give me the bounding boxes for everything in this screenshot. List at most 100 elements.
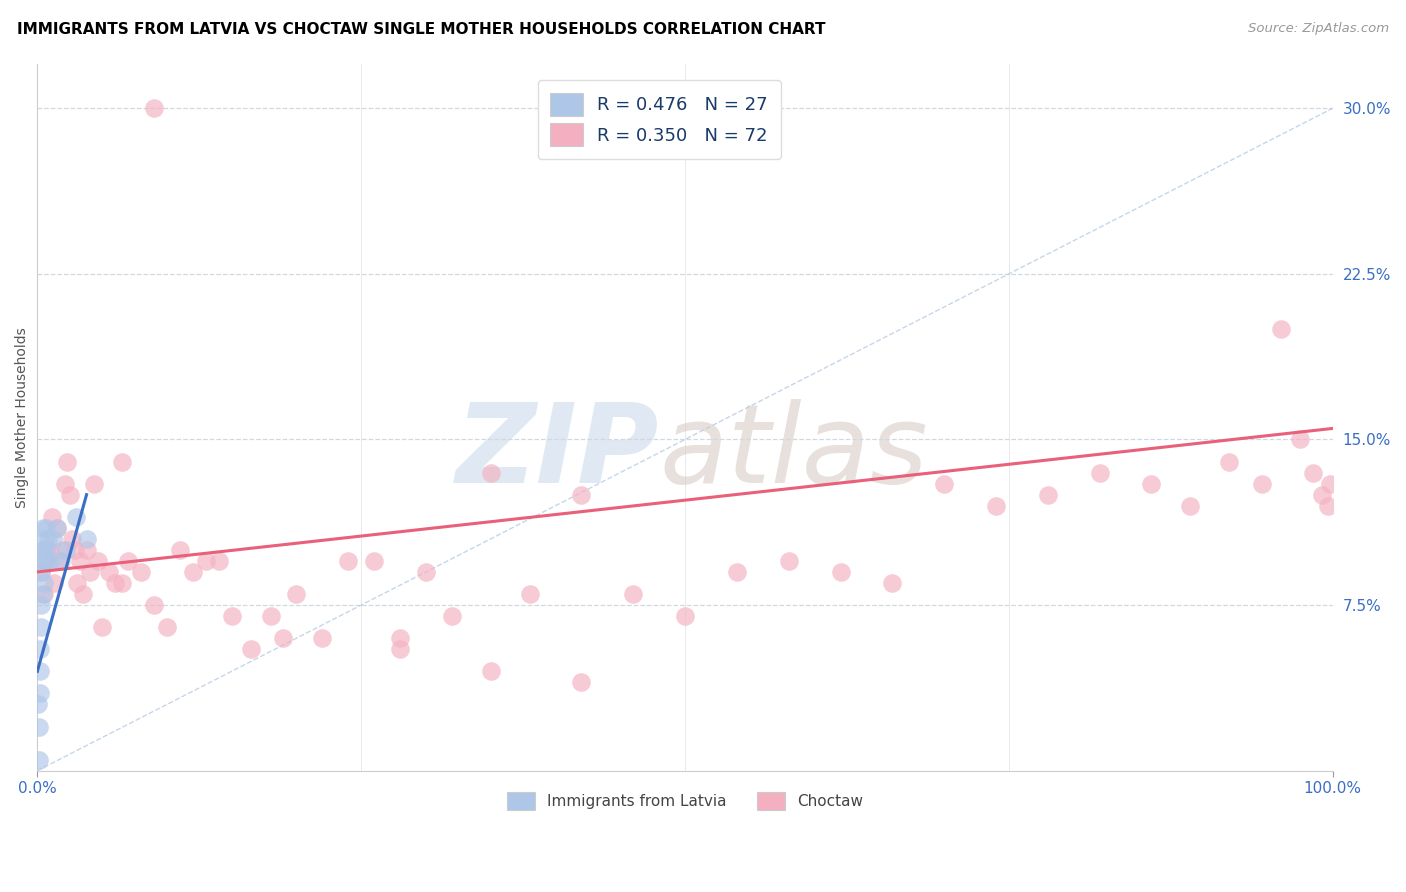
Point <box>56 454 79 468</box>
Point <box>1316 499 1339 513</box>
Legend: Immigrants from Latvia, Choctaw: Immigrants from Latvia, Choctaw <box>501 786 869 816</box>
Point <box>1036 488 1059 502</box>
Point <box>621 587 644 601</box>
Point <box>934 476 956 491</box>
Point <box>1312 488 1334 502</box>
Point <box>725 565 748 579</box>
Point <box>337 554 360 568</box>
Point <box>984 499 1007 513</box>
Point <box>110 576 132 591</box>
Point <box>31 521 53 535</box>
Point <box>479 665 502 679</box>
Point <box>72 587 94 601</box>
Point <box>389 642 412 657</box>
Point <box>69 554 91 568</box>
Point <box>110 454 132 468</box>
Point <box>27 698 49 712</box>
Point <box>440 609 463 624</box>
Point <box>51 542 73 557</box>
Point <box>673 609 696 624</box>
Point <box>1270 322 1292 336</box>
Point <box>28 642 51 657</box>
Point <box>39 554 62 568</box>
Point <box>104 576 127 591</box>
Point <box>35 554 58 568</box>
Point <box>32 542 55 557</box>
Point <box>156 620 179 634</box>
Point <box>273 631 295 645</box>
Point <box>87 554 110 568</box>
Point <box>28 686 51 700</box>
Point <box>42 532 65 546</box>
Text: ZIP: ZIP <box>456 400 659 506</box>
Point <box>34 532 56 546</box>
Point <box>221 609 243 624</box>
Point <box>311 631 333 645</box>
Point <box>30 620 52 634</box>
Point <box>32 554 55 568</box>
Point <box>1319 476 1341 491</box>
Point <box>65 509 87 524</box>
Point <box>363 554 385 568</box>
Point <box>97 565 120 579</box>
Point <box>27 719 49 733</box>
Point <box>1250 476 1272 491</box>
Point <box>1140 476 1163 491</box>
Point <box>60 532 83 546</box>
Point <box>91 620 114 634</box>
Point <box>571 488 593 502</box>
Point <box>389 631 412 645</box>
Point <box>479 466 502 480</box>
Point <box>142 598 165 612</box>
Y-axis label: Single Mother Households: Single Mother Households <box>15 327 30 508</box>
Point <box>63 542 86 557</box>
Point <box>27 753 49 767</box>
Point <box>142 101 165 115</box>
Point <box>259 609 281 624</box>
Point <box>34 554 56 568</box>
Point <box>28 665 51 679</box>
Point <box>1180 499 1202 513</box>
Point <box>571 675 593 690</box>
Point <box>45 521 67 535</box>
Text: atlas: atlas <box>659 400 928 506</box>
Point <box>181 565 204 579</box>
Point <box>778 554 800 568</box>
Point <box>59 488 82 502</box>
Point <box>38 542 60 557</box>
Text: IMMIGRANTS FROM LATVIA VS CHOCTAW SINGLE MOTHER HOUSEHOLDS CORRELATION CHART: IMMIGRANTS FROM LATVIA VS CHOCTAW SINGLE… <box>17 22 825 37</box>
Point <box>194 554 217 568</box>
Point <box>45 521 67 535</box>
Point <box>519 587 541 601</box>
Point <box>37 532 59 546</box>
Point <box>117 554 139 568</box>
Point <box>32 587 55 601</box>
Point <box>830 565 852 579</box>
Point <box>208 554 231 568</box>
Point <box>49 554 72 568</box>
Point <box>30 565 52 579</box>
Point <box>1088 466 1111 480</box>
Point <box>76 542 98 557</box>
Point <box>169 542 191 557</box>
Point <box>1289 433 1312 447</box>
Point <box>31 587 53 601</box>
Point <box>31 542 53 557</box>
Point <box>48 554 70 568</box>
Point <box>83 476 105 491</box>
Point <box>30 565 52 579</box>
Point <box>1218 454 1240 468</box>
Point <box>1302 466 1324 480</box>
Point <box>285 587 308 601</box>
Point <box>76 532 98 546</box>
Point <box>30 598 52 612</box>
Point <box>240 642 263 657</box>
Text: Source: ZipAtlas.com: Source: ZipAtlas.com <box>1249 22 1389 36</box>
Point <box>129 565 152 579</box>
Point <box>882 576 904 591</box>
Point <box>44 576 66 591</box>
Point <box>79 565 101 579</box>
Point <box>32 576 55 591</box>
Point <box>53 476 76 491</box>
Point <box>41 509 63 524</box>
